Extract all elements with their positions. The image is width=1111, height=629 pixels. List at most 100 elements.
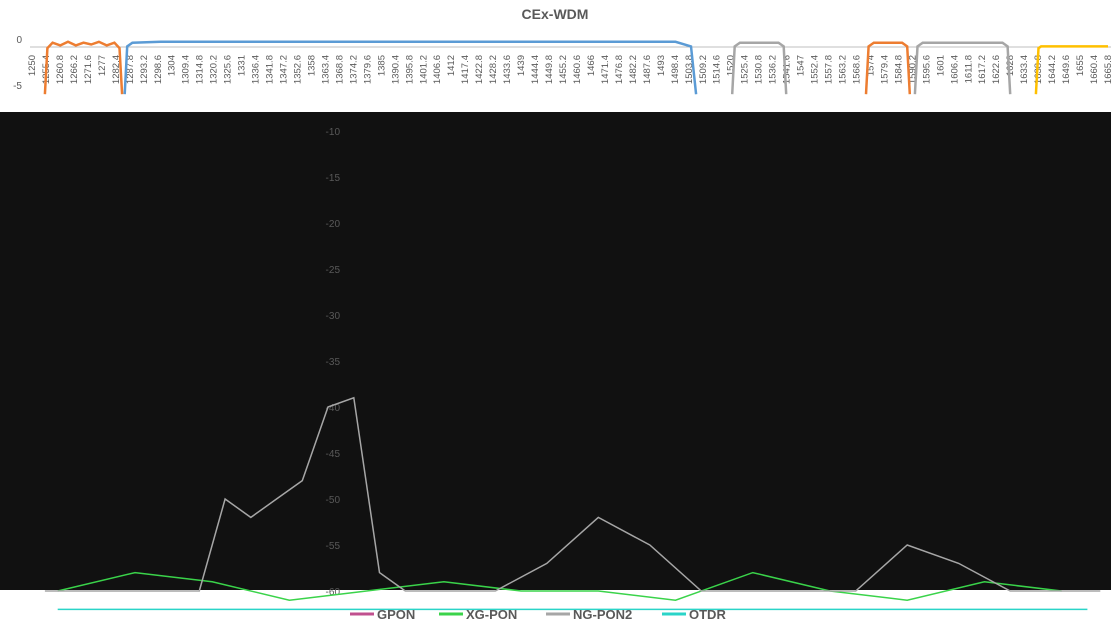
x-tick-label: 1341.8 [265,55,276,84]
filter-band-curve [864,41,912,95]
x-tick-label: 1579.4 [879,55,890,84]
x-tick-label: 1611.8 [963,55,974,83]
y-tick-label: -5 [13,81,22,92]
x-tick-label: 1514.6 [712,55,723,84]
y-tick-label: -35 [326,357,341,368]
x-tick-label: 1250 [27,55,38,76]
filter-band-curve [730,41,788,95]
y-tick-label: -30 [326,311,341,322]
y-tick-label: -45 [326,449,341,460]
filter-band-curve [1034,45,1108,95]
x-tick-label: 1379.6 [362,55,373,84]
data-series [44,396,1101,611]
filter-band-curve [43,40,124,95]
x-tick-label: 1655 [1075,55,1086,76]
y-tick-label: -40 [326,403,341,414]
x-tick-label: 1530.8 [754,55,765,84]
x-tick-label: 1293.2 [139,55,150,84]
x-tick-label: 1633.4 [1019,55,1030,84]
x-tick-label: 1541.6 [782,55,793,84]
legend: GPON XG-PON NG-PON2 OTDR [350,607,726,622]
filter-band-curve [123,40,698,95]
x-tick-label: 1482.2 [628,55,639,84]
x-tick-label: 1617.2 [977,55,988,84]
x-tick-label: 1309.4 [181,55,192,84]
y-axis-ticks: 0-5-10-15-20-25-30-35-40-45-50-55-60-65 [13,35,341,598]
x-tick-label: 1352.6 [293,55,304,84]
x-tick-label: 1260.8 [55,55,66,84]
x-tick-label: 1347.2 [279,55,290,84]
x-tick-label: 1547 [796,55,807,76]
x-tick-label: 1622.6 [991,55,1002,84]
x-tick-label: 1574 [865,55,876,76]
x-tick-label: 1363.4 [320,55,331,84]
x-tick-label: 1433.6 [502,55,513,84]
x-tick-label: 1536.2 [768,55,779,84]
x-tick-label: 1471.4 [600,55,611,84]
x-tick-label: 1320.2 [209,55,220,84]
x-tick-label: 1325.6 [223,55,234,84]
legend-label: XG-PON [466,607,517,622]
x-tick-label: 1606.4 [949,55,960,84]
x-tick-label: 1271.6 [83,55,94,84]
x-tick-label: 1503.8 [684,55,695,84]
x-tick-label: 1601 [935,55,946,76]
x-tick-label: 1368.8 [334,55,345,84]
x-tick-label: 1665.8 [1103,55,1111,84]
x-tick-label: 1277 [97,55,108,76]
x-tick-label: 1460.6 [572,55,583,84]
x-tick-label: 1428.2 [488,55,499,84]
x-tick-label: 1509.2 [698,55,709,84]
x-tick-label: 1568.6 [851,55,862,84]
x-tick-label: 1336.4 [251,55,262,84]
x-tick-label: 1638.8 [1033,55,1044,84]
x-axis-ticks: 1250 1255.4 1260.8 1266.2 1271.6 1277 1282.4 12… [27,55,1111,84]
x-tick-label: 1385 [376,55,387,76]
x-tick-label: 1520 [726,55,737,76]
y-tick-label: -15 [326,173,341,184]
legend-label: NG-PON2 [573,607,632,622]
x-tick-label: 1476.8 [614,55,625,84]
y-tick-label: -50 [326,495,341,506]
x-tick-label: 1466 [586,55,597,76]
x-tick-label: 1455.2 [558,55,569,84]
y-tick-label: -25 [326,265,341,276]
y-tick-label: -60 [326,587,341,598]
x-tick-label: 1449.8 [544,55,555,84]
chart-title: CEx-WDM [522,6,589,22]
x-tick-label: 1287.8 [125,55,136,84]
x-tick-label: 1498.4 [670,55,681,84]
x-tick-label: 1374.2 [348,55,359,84]
filter-bands [43,40,1108,95]
x-tick-label: 1595.6 [921,55,932,84]
plot-area [0,112,1111,590]
x-tick-label: 1525.4 [740,55,751,84]
x-tick-label: 1557.8 [824,55,835,84]
x-tick-label: 1358 [306,55,317,76]
x-tick-label: 1493 [656,55,667,76]
x-tick-label: 1644.2 [1047,55,1058,84]
x-tick-label: 1422.8 [474,55,485,84]
x-tick-label: 1628 [1005,55,1016,76]
x-tick-label: 1390.4 [390,55,401,84]
legend-label: OTDR [689,607,726,622]
legend-label: GPON [377,607,415,622]
x-tick-label: 1298.6 [153,55,164,84]
x-tick-label: 1282.4 [111,55,122,84]
x-tick-label: 1590.2 [907,55,918,84]
x-tick-label: 1395.8 [404,55,415,84]
x-tick-label: 1487.6 [642,55,653,84]
series-line [57,571,1062,601]
x-tick-label: 1304 [167,55,178,76]
y-tick-label: -55 [326,541,341,552]
x-tick-label: 1563.2 [837,55,848,84]
x-tick-label: 1584.8 [893,55,904,84]
x-tick-label: 1412 [446,55,457,76]
x-tick-label: 1401.2 [418,55,429,84]
y-tick-label: -10 [326,127,341,138]
x-tick-label: 1266.2 [69,55,80,84]
filter-band-curve [913,41,1012,95]
x-tick-label: 1406.6 [432,55,443,84]
x-tick-label: 1444.4 [530,55,541,84]
